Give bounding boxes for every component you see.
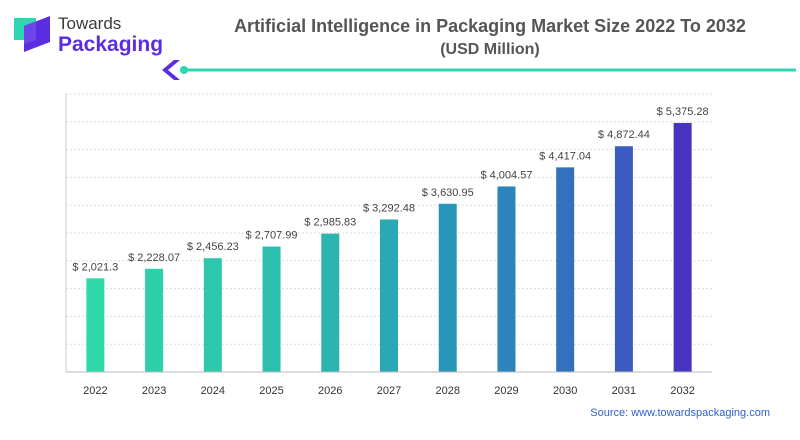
value-labels: $ 2,021.3 $ 2,228.07 $ 2,456.23 $ 2,707.99 $… xyxy=(72,106,708,273)
bar-2025 xyxy=(262,246,281,372)
x-tick-label-2028: 2028 xyxy=(435,385,459,397)
title-divider xyxy=(162,60,796,80)
gridlines xyxy=(65,93,712,373)
bar-2028 xyxy=(438,203,457,372)
bars xyxy=(86,122,692,372)
value-label-2032: $ 5,375.28 xyxy=(657,106,709,118)
bar-2022 xyxy=(86,278,105,372)
value-label-2031: $ 4,872.44 xyxy=(598,129,650,141)
towards-packaging-logo-icon xyxy=(14,16,50,52)
value-label-2022: $ 2,021.3 xyxy=(72,261,118,273)
bar-2026 xyxy=(321,233,340,372)
brand-logo: Towards Packaging xyxy=(12,12,182,60)
bar-2027 xyxy=(380,219,398,372)
value-label-2027: $ 3,292.48 xyxy=(363,202,415,214)
divider-dot xyxy=(180,66,188,74)
x-tick-label-2031: 2031 xyxy=(612,385,636,397)
x-tick-label-2029: 2029 xyxy=(494,385,518,397)
bar-2032 xyxy=(673,122,692,372)
x-tick-label-2023: 2023 xyxy=(142,385,166,397)
x-tick-label-2032: 2032 xyxy=(670,385,694,397)
value-label-2025: $ 2,707.99 xyxy=(246,230,298,242)
brand-name-line1: Towards xyxy=(58,14,122,33)
x-tick-label-2027: 2027 xyxy=(377,385,401,397)
chart-subtitle: (USD Million) xyxy=(440,41,540,58)
x-tick-label-2030: 2030 xyxy=(553,385,577,397)
bar-2024 xyxy=(203,258,222,372)
bar-2031 xyxy=(614,146,633,372)
x-tick-label-2022: 2022 xyxy=(83,385,107,397)
x-tick-label-2024: 2024 xyxy=(201,385,225,397)
source-note: Source: www.towardspackaging.com xyxy=(590,407,770,419)
brand-name-line2: Packaging xyxy=(58,33,164,56)
value-label-2023: $ 2,228.07 xyxy=(128,252,180,264)
chart-title-block: Artificial Intelligence in Packaging Mar… xyxy=(190,16,790,59)
x-axis-tick-labels: 2022 2023 2024 2025 2026 2027 2028 2029 2030 2031… xyxy=(83,385,695,397)
chevron-left-icon xyxy=(162,60,180,80)
bar-2023 xyxy=(145,268,164,372)
value-label-2028: $ 3,630.95 xyxy=(422,187,474,199)
bar-2029 xyxy=(497,186,516,372)
value-label-2024: $ 2,456.23 xyxy=(187,241,239,253)
value-label-2026: $ 2,985.83 xyxy=(304,217,356,229)
chart-title: Artificial Intelligence in Packaging Mar… xyxy=(234,16,746,36)
x-tick-label-2025: 2025 xyxy=(259,385,283,397)
bar-2030 xyxy=(556,167,575,372)
value-label-2030: $ 4,417.04 xyxy=(539,150,591,162)
x-tick-label-2026: 2026 xyxy=(318,385,342,397)
value-label-2029: $ 4,004.57 xyxy=(480,169,532,181)
